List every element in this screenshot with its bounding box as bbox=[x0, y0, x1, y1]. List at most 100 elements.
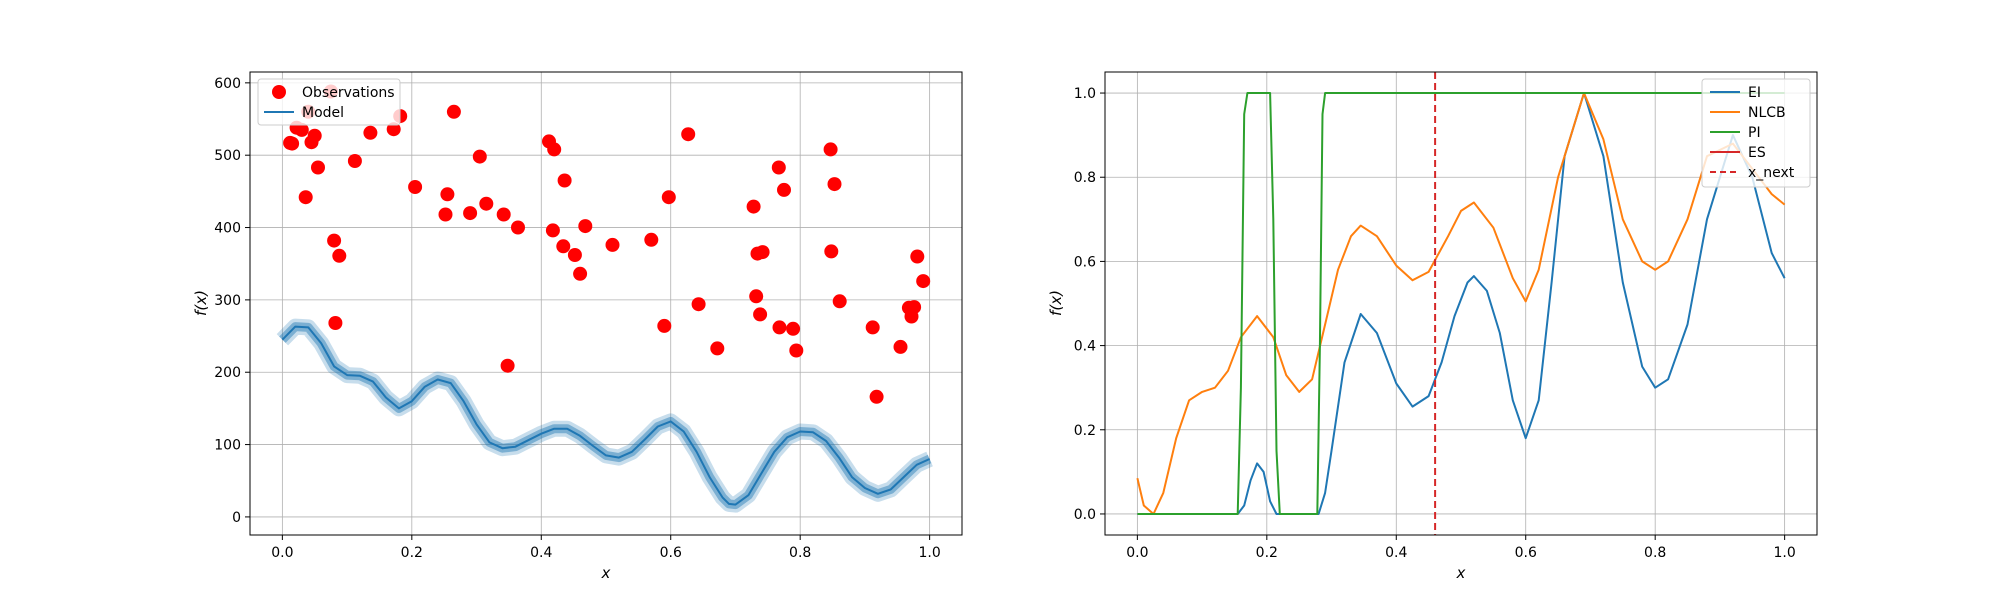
observation-point bbox=[832, 294, 847, 309]
observation-point bbox=[681, 127, 696, 142]
x-tick-label: 1.0 bbox=[919, 545, 941, 561]
legend-label-ei: EI bbox=[1748, 85, 1761, 101]
x-tick-label: 0.6 bbox=[1515, 545, 1537, 561]
observation-point bbox=[865, 320, 880, 335]
legend-right: EI NLCB PI ES x_next bbox=[1701, 78, 1811, 188]
observation-point bbox=[557, 173, 572, 188]
observation-point bbox=[772, 320, 787, 335]
chart-right: 0.0 0.2 0.4 0.6 0.8 1.0 0.00.20.40.60.81.0 x … bbox=[1047, 71, 1818, 582]
y-tick-label: 600 bbox=[214, 76, 241, 92]
legend-box-left bbox=[257, 78, 401, 126]
y-tick-label: 0.6 bbox=[1074, 254, 1096, 270]
plot-area-right bbox=[1105, 72, 1817, 535]
x-ticks-left: 0.0 0.2 0.4 0.6 0.8 1.0 bbox=[271, 535, 941, 561]
legend-label-es: ES bbox=[1748, 145, 1766, 161]
observation-point bbox=[578, 219, 593, 234]
observation-point bbox=[786, 321, 801, 336]
observation-point bbox=[746, 199, 761, 214]
y-axis-label-right: f(x) bbox=[1047, 290, 1065, 316]
x-tick-label: 0.4 bbox=[1385, 545, 1407, 561]
legend-label-nlcb: NLCB bbox=[1748, 105, 1786, 121]
y-tick-label: 300 bbox=[214, 293, 241, 309]
observation-point bbox=[657, 318, 672, 333]
observation-point bbox=[311, 160, 325, 175]
x-ticks-right: 0.0 0.2 0.4 0.6 0.8 1.0 bbox=[1126, 535, 1796, 561]
x-tick-label: 0.0 bbox=[1126, 545, 1148, 561]
chart-left: 0.0 0.2 0.4 0.6 0.8 1.0 0 100 200 300 400 500 600 x… bbox=[192, 71, 963, 582]
observation-point bbox=[479, 196, 494, 211]
x-tick-label: 0.6 bbox=[660, 545, 682, 561]
y-tick-label: 0 bbox=[232, 510, 241, 526]
grid-right bbox=[1105, 72, 1817, 535]
y-tick-label: 400 bbox=[214, 221, 241, 237]
axes-frame-left bbox=[249, 71, 963, 536]
y-tick-label: 0.8 bbox=[1074, 170, 1096, 186]
y-ticks-right: 0.0 0.2 0.4 0.6 0.8 1.0 bbox=[1074, 86, 1105, 523]
acquisition-lines bbox=[1136, 92, 1786, 515]
x-tick-label: 0.8 bbox=[789, 545, 811, 561]
observation-point bbox=[823, 142, 838, 157]
model-line bbox=[281, 325, 931, 506]
plot-area-left bbox=[250, 72, 962, 535]
observation-point bbox=[691, 297, 706, 312]
x-axis-label-right: x bbox=[1456, 564, 1466, 582]
observation-point bbox=[893, 339, 908, 354]
observation-point bbox=[386, 122, 401, 137]
observation-point bbox=[771, 160, 786, 175]
x-tick-label: 1.0 bbox=[1774, 545, 1796, 561]
observation-point bbox=[440, 187, 455, 202]
y-tick-label: 0.2 bbox=[1074, 423, 1096, 439]
observation-point bbox=[869, 389, 884, 404]
observation-point bbox=[472, 149, 487, 164]
observation-point bbox=[573, 266, 588, 281]
observation-point bbox=[753, 307, 768, 322]
observation-point bbox=[547, 142, 562, 157]
x-tick-label: 0.0 bbox=[271, 545, 293, 561]
observation-point bbox=[408, 180, 423, 194]
legend-label-observations: Observations bbox=[302, 85, 395, 101]
y-axis-label-left: f(x) bbox=[192, 290, 210, 316]
observation-point bbox=[545, 223, 560, 238]
x-tick-label: 0.8 bbox=[1644, 545, 1666, 561]
observation-point bbox=[363, 125, 378, 140]
y-tick-label: 0.4 bbox=[1074, 339, 1096, 355]
x-tick-label: 0.4 bbox=[530, 545, 552, 561]
observation-point bbox=[710, 341, 725, 356]
observation-point bbox=[556, 239, 571, 254]
legend-marker-observations bbox=[272, 85, 286, 99]
legend-box-right bbox=[1701, 78, 1811, 188]
observation-point bbox=[328, 316, 343, 330]
model-series-line bbox=[281, 325, 931, 506]
observation-point bbox=[605, 237, 620, 252]
y-ticks-left: 0 100 200 300 400 500 600 bbox=[214, 76, 250, 526]
observation-point bbox=[749, 289, 764, 304]
observation-point bbox=[463, 206, 478, 221]
observation-point bbox=[298, 190, 313, 205]
observation-point bbox=[500, 358, 515, 373]
observation-point bbox=[438, 207, 453, 222]
legend-label-model: Model bbox=[302, 105, 344, 121]
x-tick-label: 0.2 bbox=[1256, 545, 1278, 561]
x-tick-label: 0.2 bbox=[401, 545, 423, 561]
observation-point bbox=[285, 136, 300, 151]
observation-point bbox=[327, 233, 342, 248]
legend-left: Observations Model bbox=[257, 78, 401, 126]
observation-point bbox=[910, 249, 925, 264]
observation-point bbox=[294, 122, 309, 137]
observation-point bbox=[307, 128, 322, 143]
y-tick-label: 1.0 bbox=[1074, 86, 1096, 102]
observation-point bbox=[824, 244, 839, 259]
observation-point bbox=[789, 343, 804, 358]
observation-point bbox=[644, 232, 659, 247]
observation-point bbox=[916, 274, 931, 289]
observation-point bbox=[907, 300, 922, 315]
y-tick-label: 500 bbox=[214, 148, 241, 164]
legend-label-pi: PI bbox=[1748, 125, 1761, 141]
y-tick-label: 0.0 bbox=[1074, 507, 1096, 523]
x-axis-label-left: x bbox=[601, 564, 611, 582]
observation-point bbox=[511, 220, 525, 235]
ei-series-line bbox=[1137, 92, 1786, 515]
observation-points bbox=[283, 84, 931, 404]
observation-point bbox=[496, 207, 511, 222]
